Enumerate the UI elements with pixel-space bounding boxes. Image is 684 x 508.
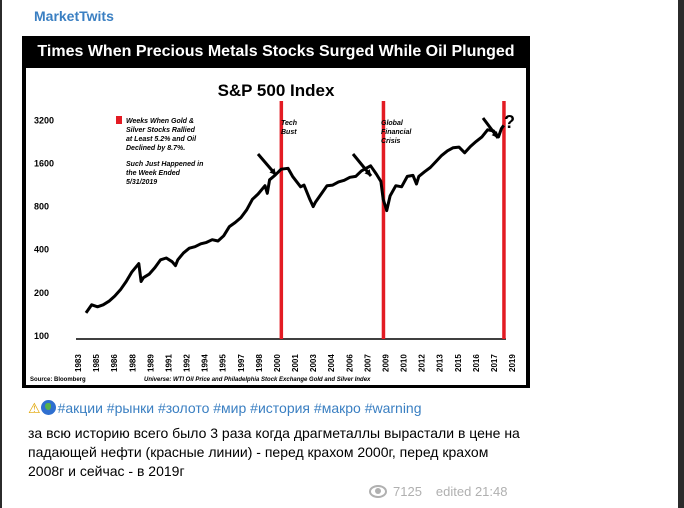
x-tick-label: 2017 <box>490 354 499 372</box>
x-tick-label: 1997 <box>237 354 246 372</box>
x-tick-label: 2006 <box>345 354 354 372</box>
x-tick-label: 1994 <box>201 354 210 372</box>
legend-text: at Least 5.2% and Oil <box>126 136 197 143</box>
eye-icon <box>369 485 387 498</box>
chart-title: S&P 500 Index <box>218 81 335 100</box>
x-tick-label: 1992 <box>183 354 192 372</box>
legend-swatch <box>116 116 122 124</box>
x-tick-label: 2016 <box>472 354 481 372</box>
message-meta: 7125 edited 21:48 <box>369 484 508 499</box>
annotation-gfc: Crisis <box>381 138 401 145</box>
globe-icon <box>40 400 56 415</box>
arrow-gfc-head <box>364 169 371 176</box>
x-tick-label: 1991 <box>164 354 173 372</box>
sp500-series-line <box>84 124 505 314</box>
hashtags-line: ⚠ #акции #рынки #золото #мир #история #ма… <box>28 400 422 417</box>
annotation-tech-bust: Tech <box>281 120 297 127</box>
y-tick-label: 400 <box>34 245 49 255</box>
x-tick-label: 1995 <box>219 354 228 372</box>
warning-icon: ⚠ <box>28 400 41 416</box>
y-tick-label: 3200 <box>34 115 54 125</box>
x-tick-label: 2019 <box>508 354 517 372</box>
annotation-question-mark: ? <box>504 112 515 132</box>
legend-text: Silver Stocks Rallied <box>126 127 196 134</box>
x-tick-label: 1983 <box>74 354 83 372</box>
x-tick-label: 1986 <box>110 354 119 372</box>
chart-source: Source: Bloomberg <box>30 377 86 383</box>
window-border-left <box>0 0 2 508</box>
chart-banner-title: Times When Precious Metals Stocks Surged… <box>37 43 515 60</box>
x-tick-label: 2007 <box>363 354 372 372</box>
annotation-gfc: Financial <box>381 129 412 136</box>
annotation-tech-bust: Bust <box>281 129 297 136</box>
highlight-bar <box>279 101 284 339</box>
highlight-bar <box>502 101 506 339</box>
y-tick-label: 1600 <box>34 158 54 168</box>
legend-text: Weeks When Gold & <box>126 118 194 125</box>
x-tick-label: 2000 <box>273 354 282 372</box>
annotation-gfc: Global <box>381 120 404 127</box>
x-tick-label: 2010 <box>400 354 409 372</box>
view-count: 7125 <box>393 484 422 499</box>
x-tick-label: 1988 <box>128 354 137 372</box>
message-text: за всю историю всего было 3 раза когда д… <box>28 425 520 479</box>
x-tick-label: 2012 <box>418 354 427 372</box>
sp500-chart: 100 200 400 800 1600 3200 1983 1985 1986 1988 198… <box>30 81 517 383</box>
legend-note: the Week Ended <box>126 170 181 177</box>
arrow-2019-head <box>491 131 498 138</box>
x-tick-label: 1989 <box>146 354 155 372</box>
arrow-tech-bust-head <box>269 168 276 175</box>
x-tick-label: 2013 <box>436 354 445 372</box>
highlight-bar <box>381 101 386 339</box>
x-tick-label: 2009 <box>381 354 390 372</box>
legend-text: Declined by 8.7%. <box>126 145 185 152</box>
y-tick-label: 800 <box>34 202 49 212</box>
x-tick-label: 2001 <box>291 354 300 372</box>
chart-image[interactable]: Times When Precious Metals Stocks Surged… <box>22 36 530 388</box>
edited-label: edited 21:48 <box>435 484 508 499</box>
y-tick-label: 100 <box>34 331 49 341</box>
chart-universe: Universe: WTI Oil Price and Philadelphia… <box>144 377 371 383</box>
x-tick-label: 2003 <box>309 354 318 372</box>
message-post: MarketTwits Times When Precious Metals S… <box>14 0 664 508</box>
y-tick-label: 200 <box>34 288 49 298</box>
chart-panel: 100 200 400 800 1600 3200 1983 1985 1986 1988 198… <box>26 68 526 385</box>
channel-name[interactable]: MarketTwits <box>34 8 114 24</box>
legend-note: 5/31/2019 <box>126 179 157 186</box>
legend-note: Such Just Happened in <box>126 161 203 168</box>
window-border-right <box>678 0 684 508</box>
x-tick-label: 1985 <box>92 354 101 372</box>
x-tick-label: 1998 <box>255 354 264 372</box>
hashtags-text[interactable]: #акции #рынки #золото #мир #история #мак… <box>57 400 422 416</box>
x-tick-label: 2004 <box>327 354 336 372</box>
x-tick-label: 2015 <box>454 354 463 372</box>
